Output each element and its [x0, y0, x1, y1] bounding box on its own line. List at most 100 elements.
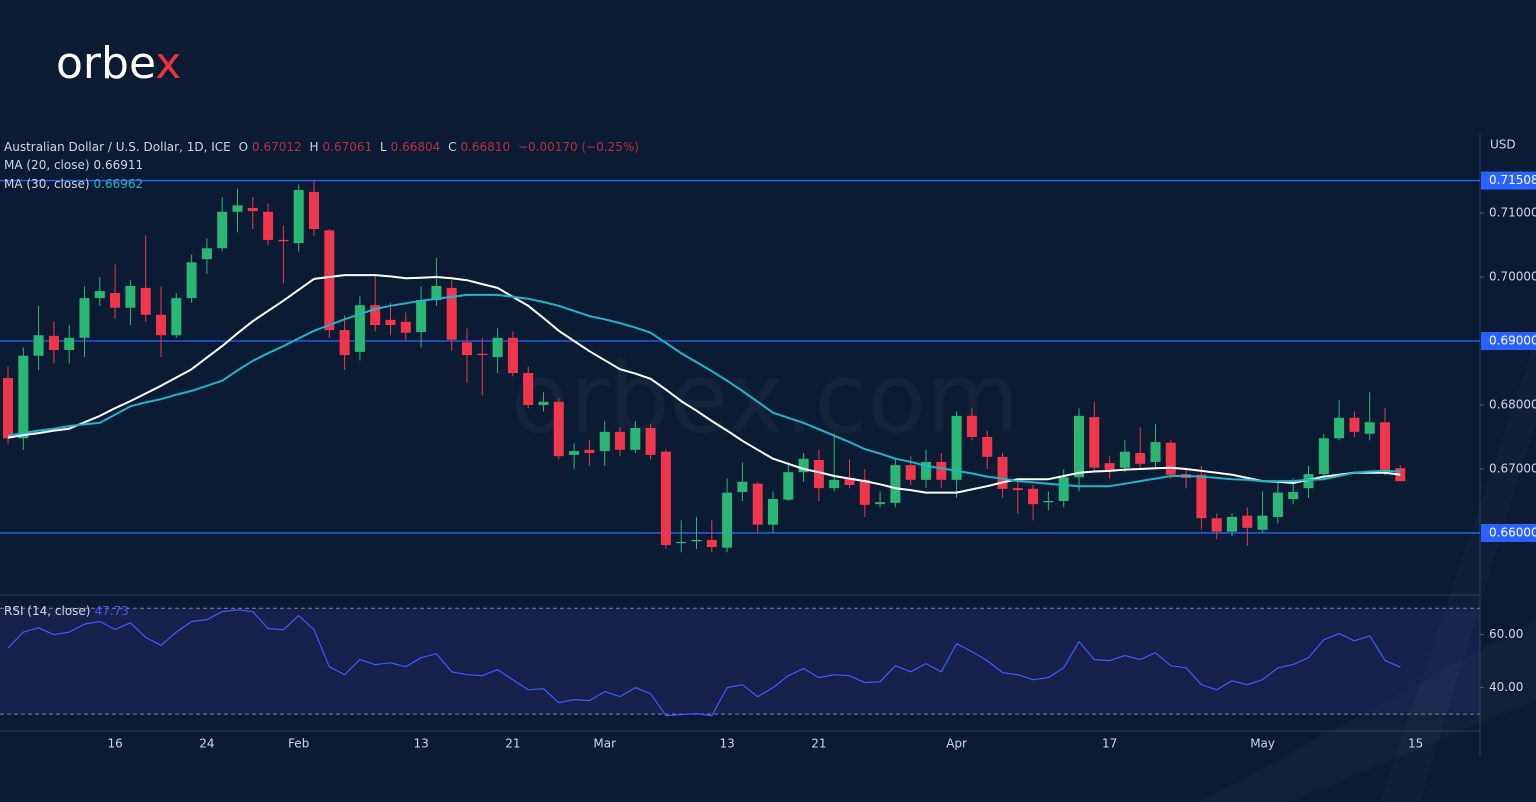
level-tag [1481, 523, 1536, 542]
candle-body [1104, 463, 1115, 471]
candle-body [278, 239, 289, 242]
x-tick-label: 21 [811, 737, 826, 751]
x-tick-label: Feb [288, 737, 309, 751]
legend-value: 0.66810 [460, 140, 511, 154]
candle-body [1135, 452, 1146, 464]
candle-body [48, 335, 59, 350]
candle-body [982, 436, 993, 457]
candle-body [1211, 518, 1222, 532]
legend-change: −0.00170 (−0.25%) [517, 140, 639, 154]
candle-body [1196, 474, 1207, 519]
legend-name: RSI (14, close) [4, 604, 91, 618]
ma-legend: MA (30, close) 0.66962 [4, 175, 147, 193]
y-tick-label: 60.00 [1489, 627, 1523, 641]
candle-body [400, 321, 411, 333]
candle-body [966, 415, 977, 437]
candle-body [737, 481, 748, 492]
legend-value: 0.66962 [93, 177, 144, 191]
candle-body [3, 378, 13, 439]
y-tick-label: 0.71000 [1489, 206, 1536, 220]
candle-body [1303, 474, 1314, 489]
candle-body [64, 337, 75, 350]
candle-body [798, 458, 809, 473]
candle-body [1012, 488, 1023, 491]
candle-body [217, 211, 228, 249]
candle-body [859, 479, 870, 505]
level-tag [1481, 332, 1536, 351]
candle-body [110, 293, 121, 308]
candle-body [706, 539, 717, 548]
x-tick-label: 17 [1102, 737, 1117, 751]
candle-body [416, 300, 427, 333]
candle-body [997, 456, 1008, 489]
candle-body [584, 449, 595, 453]
candle-body [1043, 500, 1054, 503]
candle-body [645, 428, 656, 455]
candle-body [905, 465, 916, 480]
legend-name: MA (20, close) [4, 158, 90, 172]
candle-body [33, 335, 44, 356]
candle-body [813, 460, 824, 489]
level-label: 0.71508 [1489, 173, 1536, 187]
candle-body [462, 342, 472, 356]
logo: orbex [56, 38, 181, 89]
level-label: 0.69000 [1489, 334, 1536, 348]
candle-body [1288, 491, 1299, 500]
line-series [7, 274, 1401, 494]
legend-key: L [379, 140, 387, 154]
candle-body [523, 372, 534, 405]
candle-body [553, 401, 564, 457]
x-tick-label: 13 [413, 737, 428, 751]
candle-body [783, 472, 794, 500]
candle-body [844, 477, 855, 485]
candle-body [615, 431, 625, 450]
line-series [7, 293, 1401, 488]
candle-body [232, 205, 243, 212]
candle-body [339, 330, 350, 356]
candle-body [1227, 516, 1237, 532]
x-tick-label: Apr [946, 737, 967, 751]
candle-body [936, 461, 947, 480]
candle-body [1334, 417, 1345, 439]
x-tick-label: 13 [719, 737, 734, 751]
candle-body [1150, 442, 1161, 462]
legend-value: 0.67012 [252, 140, 302, 154]
y-unit: USD [1490, 138, 1516, 152]
rsi-legend: RSI (14, close) 47.73 [4, 602, 133, 620]
candle-body [1165, 442, 1176, 475]
x-tick-label: 21 [505, 737, 520, 751]
candle-body [1058, 477, 1069, 501]
candle-body [1028, 488, 1039, 505]
candle-body [768, 499, 778, 525]
candle-body [94, 291, 105, 299]
legend-title: Australian Dollar / U.S. Dollar, 1D, ICE [4, 140, 231, 154]
x-tick-label: 24 [199, 737, 214, 751]
rsi-band [0, 608, 1480, 715]
legend-name: MA (30, close) [4, 177, 90, 191]
candle-body [1119, 451, 1130, 468]
candle-body [477, 353, 488, 356]
candle-body [752, 483, 763, 525]
candle-body [1089, 417, 1100, 468]
candle-body [247, 207, 258, 212]
legend-value: 0.66804 [390, 140, 441, 154]
candle-body [1272, 492, 1283, 517]
candle-body [829, 479, 840, 489]
watermark: orbex.com [511, 342, 1020, 454]
candle-body [1364, 422, 1375, 434]
legend-value: 47.73 [94, 604, 129, 618]
legend-key: C [448, 140, 457, 154]
candle-body [1349, 417, 1360, 432]
candle-body [18, 355, 29, 439]
x-tick-label: 15 [1408, 737, 1423, 751]
candle-body [599, 431, 610, 452]
level-label: 0.66000 [1489, 525, 1536, 539]
candle-body [186, 262, 197, 299]
y-tick-label: 0.67000 [1489, 461, 1536, 475]
candle-body [676, 541, 687, 544]
candle-body [171, 298, 182, 336]
candle-body [630, 428, 641, 450]
candle-body [1380, 422, 1390, 471]
